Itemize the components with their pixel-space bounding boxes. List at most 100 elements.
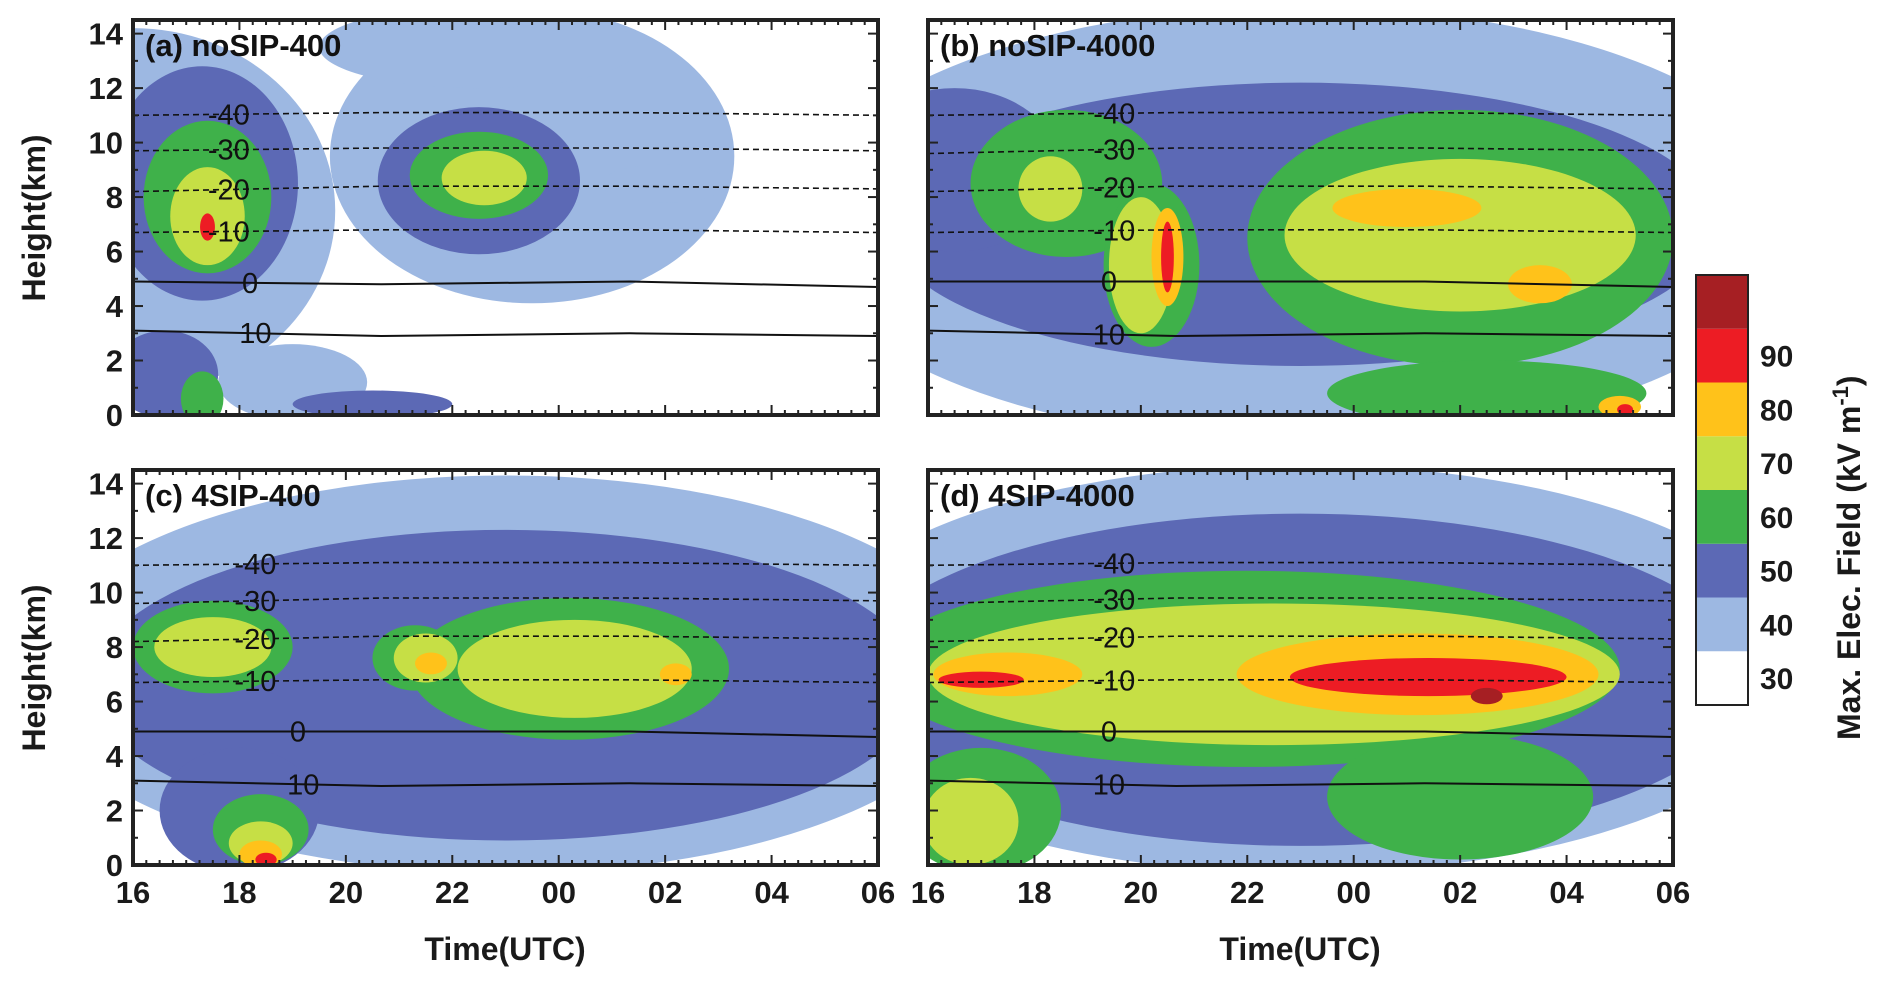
y-tick-label: 8	[106, 180, 123, 215]
y-tick-label: 14	[89, 467, 124, 502]
isotherm-label: -20	[208, 175, 250, 207]
isotherm-line	[133, 229, 878, 234]
colorbar-tick-label: 30	[1760, 663, 1793, 696]
isotherm-line	[133, 597, 878, 605]
colorbar-tick-label: 60	[1760, 502, 1793, 535]
isotherm-label: 10	[1093, 320, 1125, 352]
colorbar-title-close: )	[1831, 375, 1867, 386]
x-tick-label: 20	[1124, 875, 1158, 910]
isotherm-line	[928, 229, 1673, 234]
axis-ticks	[927, 20, 1674, 416]
isotherm-label: -40	[234, 549, 276, 581]
isotherm-label: -30	[234, 586, 276, 618]
isotherm-line	[928, 561, 1673, 567]
isotherm-line	[928, 678, 1673, 684]
colorbar-frame	[1695, 274, 1749, 706]
x-tick-label: 00	[541, 875, 575, 910]
x-tick-label: 02	[648, 875, 682, 910]
contour-fill	[928, 20, 1673, 415]
isotherm-line	[133, 111, 878, 117]
y-tick-label: 2	[106, 344, 123, 379]
isotherm-label: -30	[1093, 134, 1135, 166]
y-axis-label-top: Height(km)	[16, 134, 52, 301]
contour-region-60	[928, 777, 1019, 865]
isotherm-line	[928, 635, 1673, 643]
colorbar-title: Max. Elec. Field (kV m-1)	[1828, 375, 1867, 740]
isotherm-label: -40	[1093, 98, 1135, 130]
panel-title: (c) 4SIP-400	[145, 478, 321, 513]
isotherm-label: -10	[234, 666, 276, 698]
isotherm-line	[928, 730, 1673, 738]
isotherm-line	[133, 280, 878, 288]
isotherm-line	[928, 280, 1673, 288]
isotherm-line	[133, 329, 878, 338]
isotherm-label: 0	[1101, 267, 1117, 299]
isotherm-line	[928, 111, 1673, 117]
contour-region-60	[154, 617, 272, 678]
colorbar-swatch	[1696, 275, 1748, 329]
x-tick-label: 04	[1549, 875, 1584, 910]
isotherm-label: -30	[208, 135, 250, 167]
contour-region-60	[441, 150, 527, 206]
x-tick-label: 04	[754, 875, 789, 910]
x-tick-label: 18	[1017, 875, 1051, 910]
isotherm-line	[133, 779, 878, 788]
axis-ticks	[132, 20, 879, 416]
colorbar-swatch	[1696, 490, 1748, 544]
isotherm-line	[133, 730, 878, 738]
isotherm-label: -40	[1093, 548, 1135, 580]
x-tick-label: 22	[435, 875, 469, 910]
y-tick-label: 12	[89, 521, 123, 556]
contour-region-50	[180, 371, 224, 415]
isotherm-line	[928, 147, 1673, 155]
isotherm-line	[928, 779, 1673, 788]
panel-a: -40 -30 -20 -10 0 10 0 2 4 6 8 10 12 14 (a) noSIP-400	[89, 17, 880, 433]
contour-region-80	[1289, 657, 1567, 697]
isotherms	[928, 561, 1673, 788]
colorbar-title-superscript: -1	[1828, 386, 1853, 406]
colorbar-tick-label: 80	[1760, 394, 1793, 427]
x-axis-label-left: Time(UTC)	[424, 931, 585, 967]
axis-ticks	[927, 470, 1674, 866]
contour-fill	[928, 470, 1673, 865]
isotherm-label: 0	[1101, 717, 1117, 749]
axis-ticks	[132, 470, 879, 866]
y-tick-label: 4	[106, 739, 124, 774]
isotherms	[133, 561, 878, 788]
contour-region-60	[1284, 158, 1636, 312]
panel-title: (a) noSIP-400	[145, 28, 341, 63]
isotherms	[133, 111, 878, 338]
x-tick-label: 18	[222, 875, 256, 910]
isotherm-line	[133, 185, 878, 193]
isotherm-line	[928, 597, 1673, 605]
isotherm-label: -20	[234, 624, 276, 656]
isotherm-label: 0	[242, 268, 258, 300]
colorbar-tick-label: 70	[1760, 448, 1793, 481]
colorbar-swatch	[1696, 436, 1748, 490]
isotherm-line	[928, 329, 1673, 338]
isotherm-label: -40	[208, 99, 250, 131]
contour-region-30	[601, 164, 730, 203]
y-tick-label: 8	[106, 630, 123, 665]
contour-region-50	[1327, 734, 1594, 860]
contour-region-80	[1617, 404, 1634, 415]
x-tick-label: 00	[1336, 875, 1370, 910]
isotherm-label: -10	[1093, 665, 1135, 697]
isotherm-label: -10	[1093, 215, 1135, 247]
colorbar-swatch	[1696, 543, 1748, 598]
x-tick-label: 06	[861, 875, 895, 910]
y-tick-label: 6	[106, 685, 123, 720]
contour-fill	[133, 475, 878, 865]
y-tick-label: 14	[89, 17, 124, 52]
colorbar-tick-label: 50	[1760, 556, 1793, 589]
panel-title: (d) 4SIP-4000	[940, 478, 1135, 513]
y-tick-label: 0	[106, 848, 123, 883]
contour-region-50	[1327, 360, 1647, 415]
isotherm-label: 0	[290, 717, 306, 749]
x-tick-label: 06	[1656, 875, 1690, 910]
isotherm-label: -10	[208, 216, 250, 248]
x-tick-label: 22	[1230, 875, 1264, 910]
contour-region-80	[200, 213, 215, 241]
